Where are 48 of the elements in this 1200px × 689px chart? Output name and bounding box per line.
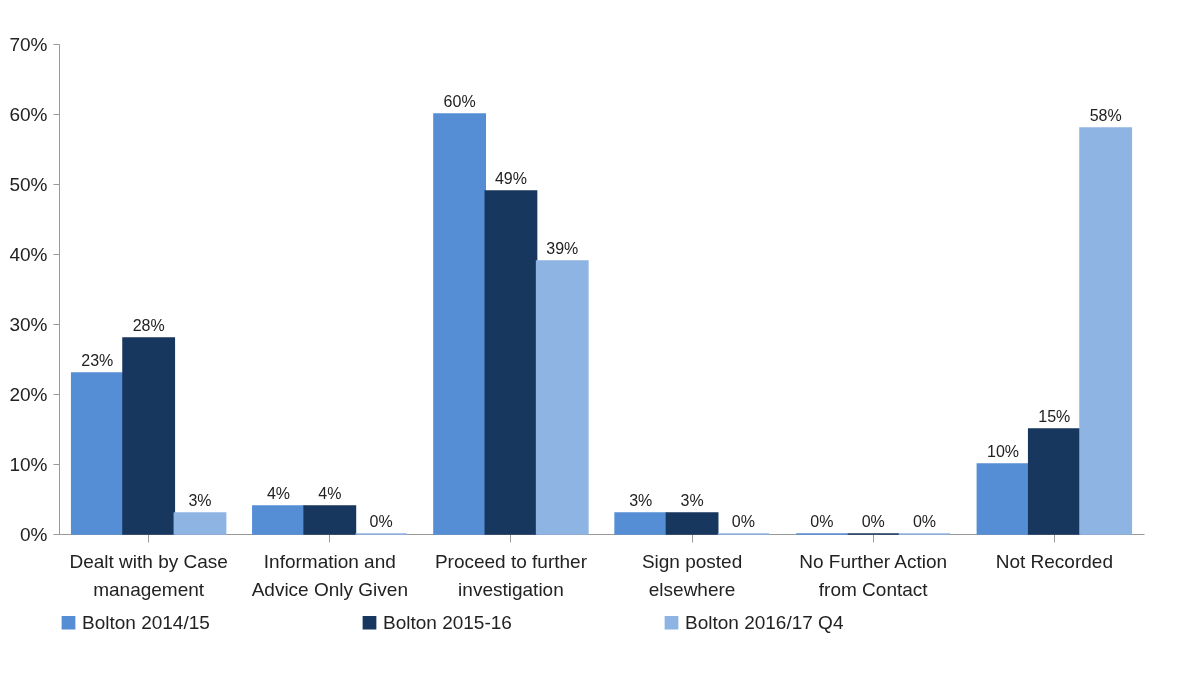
data-label: 10% xyxy=(987,443,1020,460)
y-tick-label: 70% xyxy=(9,33,48,55)
data-label: 3% xyxy=(680,492,704,509)
data-label: 0% xyxy=(731,513,755,530)
data-label: 3% xyxy=(629,492,653,509)
legend-label: Bolton 2014/15 xyxy=(82,611,210,633)
data-label: 4% xyxy=(318,485,342,502)
legend-label: Bolton 2016/17 Q4 xyxy=(685,611,844,633)
data-label: 58% xyxy=(1089,107,1122,124)
x-tick-label: Dealt with by Case management xyxy=(69,550,228,600)
bar xyxy=(484,190,538,535)
bar xyxy=(976,463,1030,535)
bar xyxy=(614,512,668,535)
bar xyxy=(173,512,227,535)
y-tick-label: 50% xyxy=(9,173,48,195)
x-tick-label: No Further Action from Contact xyxy=(799,550,948,600)
bar xyxy=(252,505,305,535)
data-label: 0% xyxy=(810,513,834,530)
bar xyxy=(665,512,719,535)
bar xyxy=(535,260,589,535)
y-tick-label: 10% xyxy=(9,453,48,475)
data-label: 23% xyxy=(81,352,114,369)
data-label: 4% xyxy=(266,485,291,502)
x-tick-label: Not Recorded xyxy=(995,550,1113,572)
data-label: 60% xyxy=(443,93,476,110)
data-label: 49% xyxy=(494,170,527,187)
x-tick-label: Proceed to further investigation xyxy=(434,550,588,600)
bar xyxy=(433,113,487,535)
x-tick-label: Sign posted elsewhere xyxy=(641,550,743,600)
data-label: 0% xyxy=(912,513,937,530)
legend-label: Bolton 2015-16 xyxy=(383,611,512,633)
data-label: 28% xyxy=(132,317,165,334)
data-label: 3% xyxy=(188,492,212,509)
data-label: 15% xyxy=(1038,408,1071,425)
y-tick-label: 0% xyxy=(20,523,48,545)
data-label: 0% xyxy=(861,513,885,530)
bar xyxy=(70,372,124,535)
y-tick-label: 20% xyxy=(9,383,48,405)
data-label: 39% xyxy=(546,240,579,257)
bar xyxy=(1079,127,1133,535)
data-label: 0% xyxy=(369,513,393,530)
y-tick-label: 60% xyxy=(9,103,48,125)
bar xyxy=(122,337,176,535)
bar xyxy=(303,505,357,535)
bar xyxy=(1027,428,1081,535)
x-tick-label: Information and Advice Only Given xyxy=(251,550,408,600)
y-tick-label: 30% xyxy=(9,313,48,335)
y-tick-label: 40% xyxy=(9,243,48,265)
